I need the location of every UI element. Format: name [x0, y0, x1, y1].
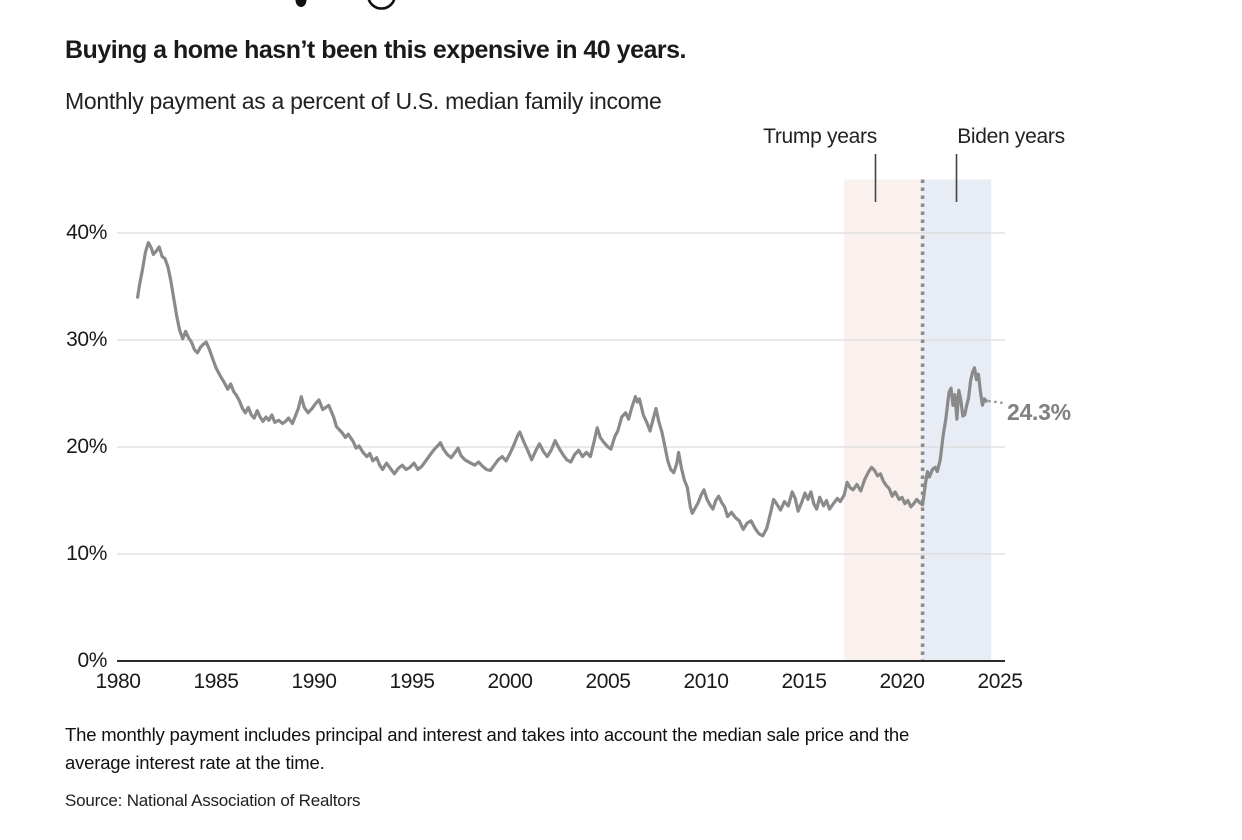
payment-series-line: [136, 241, 988, 538]
annotation-biden-years: Biden years: [957, 125, 1065, 148]
presidency-shaded-regions: [844, 179, 992, 661]
x-tick-label-1990: 1990: [291, 670, 337, 693]
x-tick-label-2010: 2010: [683, 670, 729, 693]
x-tick-label-2015: 2015: [781, 670, 827, 693]
footnote-line-2: average interest rate at the time.: [65, 752, 325, 773]
chart-subtitle: Monthly payment as a percent of U.S. med…: [65, 88, 662, 114]
y-tick-label-10: 10%: [66, 542, 107, 565]
end-value-connector: [988, 399, 1005, 405]
end-value-label: 24.3%: [1007, 399, 1071, 425]
x-tick-label-1980: 1980: [95, 670, 141, 693]
x-tick-label-1985: 1985: [193, 670, 239, 693]
end-label-connector-dots: [988, 399, 1005, 405]
x-tick-label-1995: 1995: [389, 670, 435, 693]
page-title: Buying a home hasn’t been this expensive…: [65, 36, 686, 64]
letter-g-descender-fragment: [367, 0, 396, 10]
x-tick-label-2005: 2005: [585, 670, 631, 693]
x-tick-label-2020: 2020: [879, 670, 925, 693]
x-tick-label-2000: 2000: [487, 670, 533, 693]
source-line: Source: National Association of Realtors: [65, 791, 361, 810]
y-tick-label-20: 20%: [66, 435, 107, 458]
y-tick-label-40: 40%: [66, 221, 107, 244]
x-tick-label-2025: 2025: [977, 670, 1023, 693]
gridlines: [117, 232, 1005, 555]
letter-y-descender-fragment: [295, 0, 307, 7]
y-tick-label-30: 30%: [66, 328, 107, 351]
cropped-headline-fragments: [295, 0, 396, 10]
footnote-line-1: The monthly payment includes principal a…: [65, 724, 910, 745]
payment-data-line: [136, 241, 988, 538]
shaded-region-trump: [844, 179, 923, 661]
y-tick-label-0: 0%: [77, 649, 107, 672]
annotation-trump-years: Trump years: [763, 125, 877, 148]
